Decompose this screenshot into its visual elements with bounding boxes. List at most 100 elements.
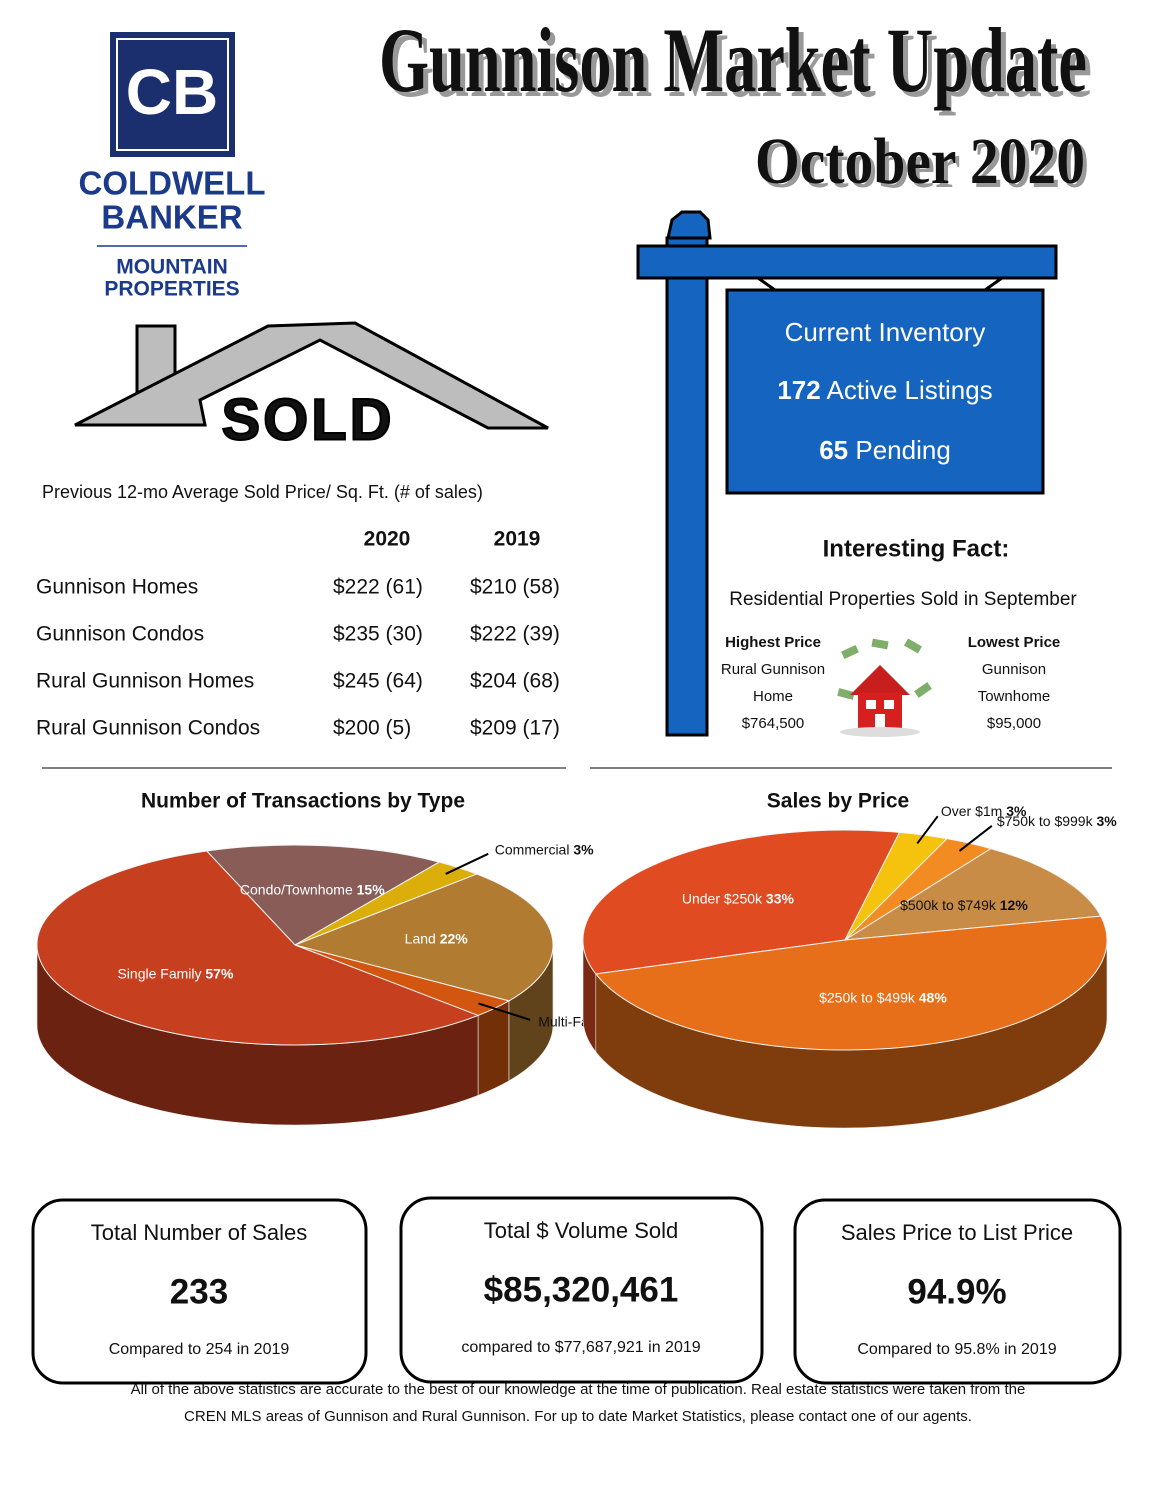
subtitle-shadow: October 2020 [759, 129, 1089, 202]
stat-box [793, 1198, 1122, 1385]
category: $500k to $749k [900, 897, 997, 913]
value-label: 22% [440, 930, 469, 946]
pending-count: 65 [819, 435, 848, 465]
chain [984, 276, 1003, 292]
active-count: 172 [777, 375, 820, 405]
value-label: 33% [766, 890, 795, 906]
cell: $209 (17) [470, 717, 560, 740]
slice-label: $500k to $749k 12% [900, 897, 1028, 913]
footer: CREN MLS areas of Gunnison and Rural Gun… [184, 1408, 972, 1425]
category: $750k to $999k [997, 813, 1094, 829]
inventory-pending: 65 Pending [819, 435, 951, 465]
title-shadow: Gunnison Market Update [384, 14, 1092, 116]
category: Land [405, 930, 436, 946]
brand: BANKER [101, 199, 242, 236]
category: Condo/Townhome [240, 881, 353, 897]
stat-value: 233 [170, 1272, 228, 1311]
category: Commercial [495, 841, 570, 857]
cell: $222 (39) [470, 623, 560, 646]
slice-label: Over $1m 3% [941, 803, 1027, 819]
value-label: 3% [1006, 803, 1027, 819]
value-label: 12% [1000, 897, 1029, 913]
pie-slice [582, 829, 901, 975]
fact-line: Gunnison [982, 661, 1046, 678]
fact-line: $95,000 [987, 715, 1041, 732]
logo-frame [116, 38, 229, 151]
stat-title: Sales Price to List Price [841, 1220, 1073, 1245]
leader-line [478, 1002, 531, 1021]
sign-board [725, 288, 1045, 495]
pie-slice [594, 915, 1108, 1051]
cell: $245 (64) [333, 670, 423, 693]
table-caption: Previous 12-mo Average Sold Price/ Sq. F… [42, 482, 483, 502]
category: Over $1m [941, 803, 1002, 819]
leader-line [445, 852, 489, 875]
fact-heading: Highest Price [725, 634, 821, 651]
cell: $204 (68) [470, 670, 560, 693]
stat-note: Compared to 95.8% in 2019 [857, 1341, 1056, 1358]
value-label: 15% [357, 881, 386, 897]
chart-title: Sales by Price [767, 790, 909, 813]
roof [74, 321, 549, 430]
chimney [135, 324, 177, 394]
stat-value: $85,320,461 [484, 1270, 679, 1309]
stat-title: Total Number of Sales [91, 1220, 307, 1245]
crossbar [636, 244, 1058, 280]
office: PROPERTIES [104, 278, 239, 301]
fact-line: Rural Gunnison [721, 661, 825, 678]
cell: $210 (58) [470, 576, 560, 599]
slice-label: Under $250k 33% [682, 890, 795, 906]
stat-note: compared to $77,687,921 in 2019 [461, 1339, 700, 1356]
footer: All of the above statistics are accurate… [131, 1381, 1026, 1398]
pending-label: Pending [855, 435, 950, 465]
title: Gunnison Market Update [379, 9, 1087, 111]
value-label: 3% [1096, 813, 1117, 829]
value-label: 48% [919, 989, 948, 1005]
stat-box [31, 1198, 368, 1385]
column-header: 2020 [364, 528, 411, 551]
category: Single Family [117, 965, 201, 981]
logo-mark: CB [126, 56, 218, 128]
category: $250k to $499k [819, 989, 916, 1005]
slice-label: $250k to $499k 48% [819, 989, 947, 1005]
slice-label: Land 22% [405, 930, 469, 946]
stats: Total Number of Sales 233 Compared to 254 … [91, 1218, 1073, 1358]
leader-line [916, 815, 939, 845]
slice-label: $750k to $999k 3% [997, 813, 1117, 829]
row-label: Rural Gunnison Homes [36, 670, 254, 693]
cell: $222 (61) [333, 576, 423, 599]
pie-side [477, 1000, 510, 1096]
active-label: Active Listings [827, 375, 993, 405]
pie-slice [36, 850, 480, 1046]
pie-slice [844, 848, 1102, 941]
fact-line: Townhome [978, 688, 1051, 705]
post-cap [666, 210, 712, 240]
office: MOUNTAIN [116, 256, 228, 279]
brand: COLDWELL [79, 165, 266, 202]
chain [757, 276, 776, 292]
stat-value: 94.9% [907, 1272, 1006, 1311]
cell: $235 (30) [333, 623, 423, 646]
money-house-icon [837, 638, 932, 737]
stat-note: Compared to 254 in 2019 [109, 1341, 290, 1358]
value-label: 3% [573, 841, 594, 857]
value-label: 57% [205, 965, 234, 981]
category: Under $250k [682, 890, 763, 906]
fact-title: Interesting Fact: [823, 535, 1010, 562]
inventory-active: 172 Active Listings [777, 375, 992, 405]
column-header: 2019 [494, 528, 541, 551]
pie-slice [205, 844, 441, 946]
logo-box [110, 32, 235, 157]
fact-subtitle: Residential Properties Sold in September [729, 589, 1077, 610]
inventory-title: Current Inventory [785, 317, 986, 347]
post [665, 236, 709, 737]
fact-line: $764,500 [742, 715, 805, 732]
stat-title: Total $ Volume Sold [484, 1218, 678, 1243]
chart-title: Number of Transactions by Type [141, 790, 465, 813]
fact-line: Home [753, 688, 793, 705]
charts: Number of Transactions by Type Condo/Town… [36, 790, 1117, 1129]
pie-slice [293, 873, 554, 1002]
slice-label: Condo/Townhome 15% [240, 881, 385, 897]
table-body: Gunnison Homes $222 (61) $210 (58) Gunnison… [36, 576, 560, 740]
row-label: Rural Gunnison Condos [36, 717, 260, 740]
